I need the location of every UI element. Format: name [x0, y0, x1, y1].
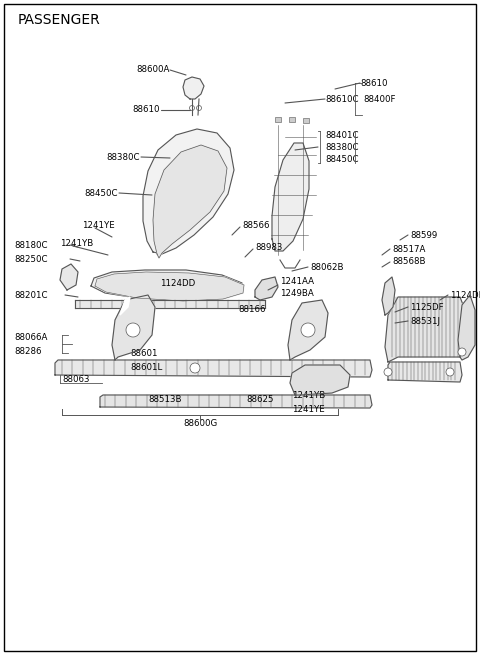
Polygon shape [458, 295, 475, 360]
Text: 88517A: 88517A [392, 244, 425, 253]
Bar [289, 117, 295, 122]
Polygon shape [100, 395, 372, 408]
Polygon shape [91, 270, 242, 300]
Polygon shape [153, 145, 227, 258]
Polygon shape [290, 365, 350, 395]
Circle shape [384, 368, 392, 376]
Text: 1241AA: 1241AA [280, 276, 314, 286]
Text: 88380C: 88380C [107, 153, 140, 162]
Polygon shape [255, 277, 278, 300]
Polygon shape [143, 129, 234, 254]
Circle shape [301, 323, 315, 337]
Text: 1241YB: 1241YB [292, 390, 325, 400]
Polygon shape [382, 277, 395, 315]
Bar [303, 118, 309, 123]
Circle shape [458, 348, 466, 356]
Bar [275, 117, 281, 122]
Polygon shape [120, 297, 130, 315]
Text: 88286: 88286 [14, 346, 41, 356]
Polygon shape [288, 300, 328, 360]
Text: 1125DF: 1125DF [410, 303, 444, 312]
Text: 88180C: 88180C [14, 240, 48, 250]
Polygon shape [183, 77, 204, 99]
Text: 88610: 88610 [360, 79, 387, 88]
Polygon shape [75, 300, 265, 308]
Circle shape [126, 323, 140, 337]
Text: 88600G: 88600G [183, 419, 217, 428]
Text: 88250C: 88250C [14, 255, 48, 263]
Text: 88166: 88166 [238, 305, 265, 314]
Text: 88513B: 88513B [148, 394, 181, 403]
Text: 1124DD: 1124DD [450, 291, 480, 299]
Text: 1241YE: 1241YE [292, 405, 325, 413]
Text: 88401C: 88401C [325, 130, 359, 140]
Text: 88531J: 88531J [410, 316, 440, 326]
Text: 88568B: 88568B [392, 257, 425, 267]
Text: 88566: 88566 [242, 221, 269, 229]
Polygon shape [112, 295, 155, 360]
Text: 88601L: 88601L [130, 362, 162, 371]
Text: 88450C: 88450C [325, 155, 359, 164]
Text: 88066A: 88066A [14, 333, 48, 341]
Text: 88600A: 88600A [137, 66, 170, 75]
Text: 88400F: 88400F [363, 94, 396, 103]
Polygon shape [55, 360, 372, 377]
Polygon shape [95, 272, 244, 301]
Text: 88601: 88601 [130, 350, 157, 358]
Text: PASSENGER: PASSENGER [18, 13, 101, 27]
Text: 88450C: 88450C [84, 189, 118, 198]
Text: 1124DD: 1124DD [160, 278, 195, 288]
Text: 88610C: 88610C [325, 94, 359, 103]
Text: 88062B: 88062B [310, 263, 344, 272]
Text: 88201C: 88201C [14, 291, 48, 299]
Circle shape [190, 363, 200, 373]
Circle shape [446, 368, 454, 376]
Text: 1241YE: 1241YE [82, 221, 115, 229]
Text: 88625: 88625 [246, 394, 274, 403]
Polygon shape [60, 264, 78, 290]
Polygon shape [385, 297, 468, 362]
Text: 88063: 88063 [62, 375, 89, 384]
Polygon shape [272, 143, 309, 251]
Text: 1249BA: 1249BA [280, 288, 314, 297]
Text: 88610: 88610 [132, 105, 160, 115]
Polygon shape [388, 362, 462, 382]
Text: 88983: 88983 [255, 242, 282, 252]
Text: 88380C: 88380C [325, 143, 359, 151]
Text: 1241YB: 1241YB [60, 238, 93, 248]
Text: 88599: 88599 [410, 231, 437, 240]
